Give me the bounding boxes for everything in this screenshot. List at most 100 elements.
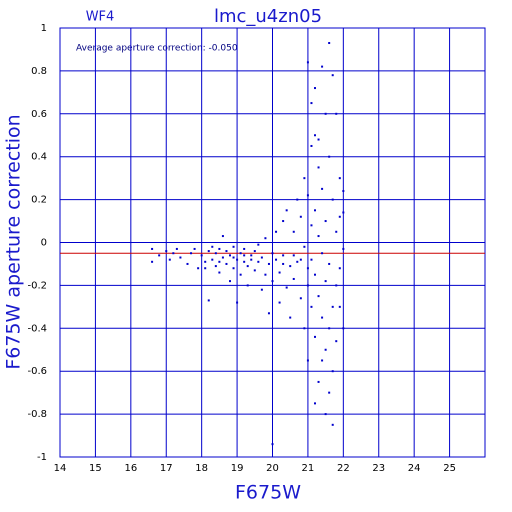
data-point: [331, 305, 334, 308]
data-point: [338, 177, 341, 180]
data-point: [257, 260, 260, 263]
data-point: [239, 273, 242, 276]
data-point: [221, 235, 224, 238]
data-point: [338, 267, 341, 270]
data-point: [186, 262, 189, 265]
data-point: [335, 284, 338, 287]
data-point: [271, 280, 274, 283]
data-point: [317, 235, 320, 238]
y-tick-label: -1: [37, 452, 47, 463]
data-point: [243, 260, 246, 263]
data-point: [324, 112, 327, 115]
data-point: [335, 112, 338, 115]
data-point: [179, 256, 182, 259]
data-point: [193, 247, 196, 250]
y-tick-label: -0.4: [27, 323, 47, 334]
data-point: [296, 198, 299, 201]
data-point: [151, 260, 154, 263]
data-point: [303, 245, 306, 248]
data-point: [335, 340, 338, 343]
data-point: [218, 271, 221, 274]
data-point: [275, 230, 278, 233]
x-tick-label: 16: [124, 463, 137, 474]
data-point: [260, 256, 263, 259]
data-point: [271, 252, 274, 255]
data-point: [232, 245, 235, 248]
data-point: [282, 220, 285, 223]
x-tick-label: 25: [443, 463, 456, 474]
data-point: [317, 166, 320, 169]
data-point: [267, 262, 270, 265]
data-point: [165, 250, 168, 253]
data-point: [314, 335, 316, 338]
data-point: [172, 252, 175, 255]
data-point: [292, 254, 295, 257]
data-point: [314, 134, 316, 137]
data-point: [204, 267, 207, 270]
data-point: [151, 247, 154, 250]
data-point: [229, 280, 231, 283]
x-tick-label: 15: [89, 463, 102, 474]
data-point: [331, 423, 334, 426]
data-point: [324, 348, 327, 351]
data-point: [310, 258, 313, 261]
data-point: [303, 177, 306, 180]
data-point: [239, 252, 242, 255]
y-tick-label: 0: [41, 238, 47, 249]
data-point: [289, 316, 292, 319]
data-point: [207, 299, 210, 302]
y-tick-label: 1: [41, 23, 47, 34]
data-point: [306, 284, 309, 287]
data-point: [285, 286, 288, 289]
data-point: [306, 267, 309, 270]
data-point: [243, 254, 246, 257]
data-point: [246, 265, 249, 268]
data-point: [321, 187, 324, 190]
data-point: [204, 260, 207, 263]
data-point: [342, 247, 345, 250]
y-axis-label: F675W aperture correction: [3, 114, 25, 369]
data-point: [282, 254, 285, 257]
y-tick-label: -0.2: [27, 280, 47, 291]
annotation: Average aperture correction: -0.050: [76, 44, 238, 54]
data-point: [221, 256, 224, 259]
data-point: [321, 316, 324, 319]
data-point: [275, 258, 278, 261]
data-point: [225, 262, 228, 265]
data-point: [218, 260, 221, 263]
x-tick-label: 20: [266, 463, 279, 474]
data-point: [232, 256, 235, 259]
data-point: [211, 245, 214, 248]
data-point: [218, 247, 221, 250]
data-point: [229, 254, 231, 257]
data-point: [253, 250, 256, 253]
data-point: [278, 271, 281, 274]
data-point: [278, 301, 281, 304]
data-point: [264, 237, 267, 240]
data-point: [321, 359, 324, 362]
data-point: [232, 267, 235, 270]
data-point: [292, 277, 295, 280]
y-tick-label: 0.4: [31, 152, 47, 163]
data-point: [324, 413, 327, 416]
data-point: [175, 247, 178, 250]
data-point: [324, 280, 327, 283]
x-tick-label: 24: [408, 463, 421, 474]
data-point: [338, 215, 341, 218]
data-point: [317, 380, 320, 383]
data-point: [282, 262, 285, 265]
data-point: [200, 254, 203, 257]
data-point: [314, 87, 316, 90]
data-point: [236, 301, 239, 304]
data-point: [306, 61, 309, 64]
data-point: [342, 190, 345, 193]
y-tick-label: -0.6: [27, 366, 47, 377]
data-point: [342, 327, 345, 330]
x-tick-label: 14: [54, 463, 67, 474]
data-point: [168, 258, 171, 261]
data-point: [338, 305, 341, 308]
chart-subtitle: WF4: [86, 10, 115, 25]
data-point: [246, 284, 249, 287]
data-point: [321, 252, 324, 255]
